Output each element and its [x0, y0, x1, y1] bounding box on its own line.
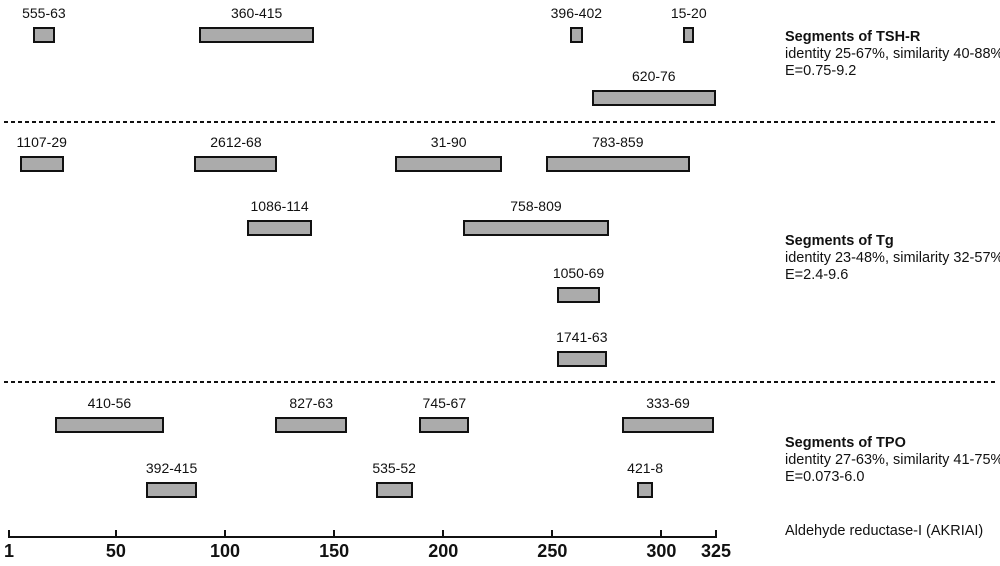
segment-label: 410-56 [87, 395, 132, 411]
segment-bar-tpo-745-67 [419, 417, 470, 433]
segment-bar-tpo-392-415 [146, 482, 197, 498]
axis-tick [551, 530, 554, 538]
x-axis-title: Aldehyde reductase-I (AKRIAI) [785, 523, 984, 539]
segment-label: 31-90 [430, 134, 467, 150]
segment-label: 555-63 [22, 5, 66, 21]
segment-bar-tsh-r-15-20 [683, 27, 695, 43]
legend-tg-stats-2: E=2.4-9.6 [785, 267, 849, 283]
segment-bar-tg-1741-63 [556, 351, 607, 367]
legend-tshr-stats-2: E=0.75-9.2 [785, 63, 857, 79]
segment-label: 396-402 [550, 5, 603, 21]
segment-label: 1086-114 [250, 198, 309, 214]
legend-tpo: Segments of TPO identity 27-63%, similar… [785, 435, 1000, 486]
segment-label: 783-859 [592, 134, 644, 150]
legend-tg-title: Segments of Tg [785, 233, 894, 249]
axis-tick-label: 150 [319, 541, 350, 561]
axis-tick-label: 50 [105, 541, 126, 561]
legend-tshr: Segments of TSH-R identity 25-67%, simil… [785, 29, 1000, 80]
section-divider-tshr-tg [4, 121, 996, 123]
segment-bar-tg-1086-114 [246, 220, 313, 236]
axis-tick [8, 530, 10, 538]
legend-tg: Segments of Tg identity 23-48%, similari… [785, 233, 1000, 284]
segment-bar-tg-1107-29 [19, 156, 64, 172]
segment-bar-tg-758-809 [462, 220, 610, 236]
section-divider-tg-tpo [4, 381, 996, 383]
segment-bar-tg-783-859 [545, 156, 690, 172]
segment-bar-tsh-r-360-415 [198, 27, 315, 43]
segment-bar-tsh-r-555-63 [33, 27, 55, 43]
segment-label: 1107-29 [16, 134, 67, 150]
axis-tick [660, 530, 663, 538]
axis-tick [715, 530, 717, 538]
legend-tpo-stats-1: identity 27-63%, similarity 41-75%, [785, 452, 1000, 468]
axis-tick-label: 300 [646, 541, 677, 561]
axis-tick [442, 530, 445, 538]
segment-bar-tg-1050-69 [556, 287, 601, 303]
segment-bar-tpo-827-63 [275, 417, 348, 433]
segment-label: 1741-63 [556, 329, 608, 345]
segment-label: 421-8 [627, 460, 663, 476]
legend-tshr-title: Segments of TSH-R [785, 29, 921, 45]
legend-tpo-title: Segments of TPO [785, 435, 906, 451]
axis-tick [333, 530, 336, 538]
axis-tick-label: 100 [209, 541, 241, 561]
segment-label: 827-63 [289, 395, 334, 411]
segment-label: 333-69 [646, 395, 690, 411]
segment-label: 392-415 [145, 460, 198, 476]
legend-tg-stats-1: identity 23-48%, similarity 32-57%, [785, 250, 1000, 266]
legend-tpo-stats-2: E=0.073-6.0 [785, 469, 865, 485]
axis-line [8, 536, 717, 538]
axis-tick-label: 1 [3, 541, 15, 561]
segment-label: 620-76 [632, 68, 676, 84]
axis-tick-label: 325 [700, 541, 732, 561]
segment-label: 360-415 [230, 5, 283, 21]
axis-tick-label: 200 [428, 541, 459, 561]
axis-tick [224, 530, 227, 538]
axis-tick-label: 250 [537, 541, 568, 561]
segment-bar-tpo-535-52 [375, 482, 413, 498]
axis-tick [114, 530, 117, 538]
segment-label: 2612-68 [210, 134, 262, 150]
segment-bar-tg-31-90 [395, 156, 503, 172]
segment-label: 745-67 [422, 395, 467, 411]
legend-tshr-stats-1: identity 25-67%, similarity 40-88%, [785, 46, 1000, 62]
segment-bar-tg-2612-68 [194, 156, 278, 172]
segment-bar-tsh-r-620-76 [591, 90, 716, 106]
segment-label: 758-809 [510, 198, 562, 214]
segment-bar-tpo-333-69 [622, 417, 714, 433]
segment-bar-tpo-410-56 [54, 417, 164, 433]
segment-bar-tpo-421-8 [637, 482, 653, 498]
segment-label: 535-52 [372, 460, 416, 476]
segment-label: 1050-69 [552, 265, 605, 281]
segment-bar-tsh-r-396-402 [569, 27, 583, 43]
segment-label: 15-20 [670, 5, 707, 21]
